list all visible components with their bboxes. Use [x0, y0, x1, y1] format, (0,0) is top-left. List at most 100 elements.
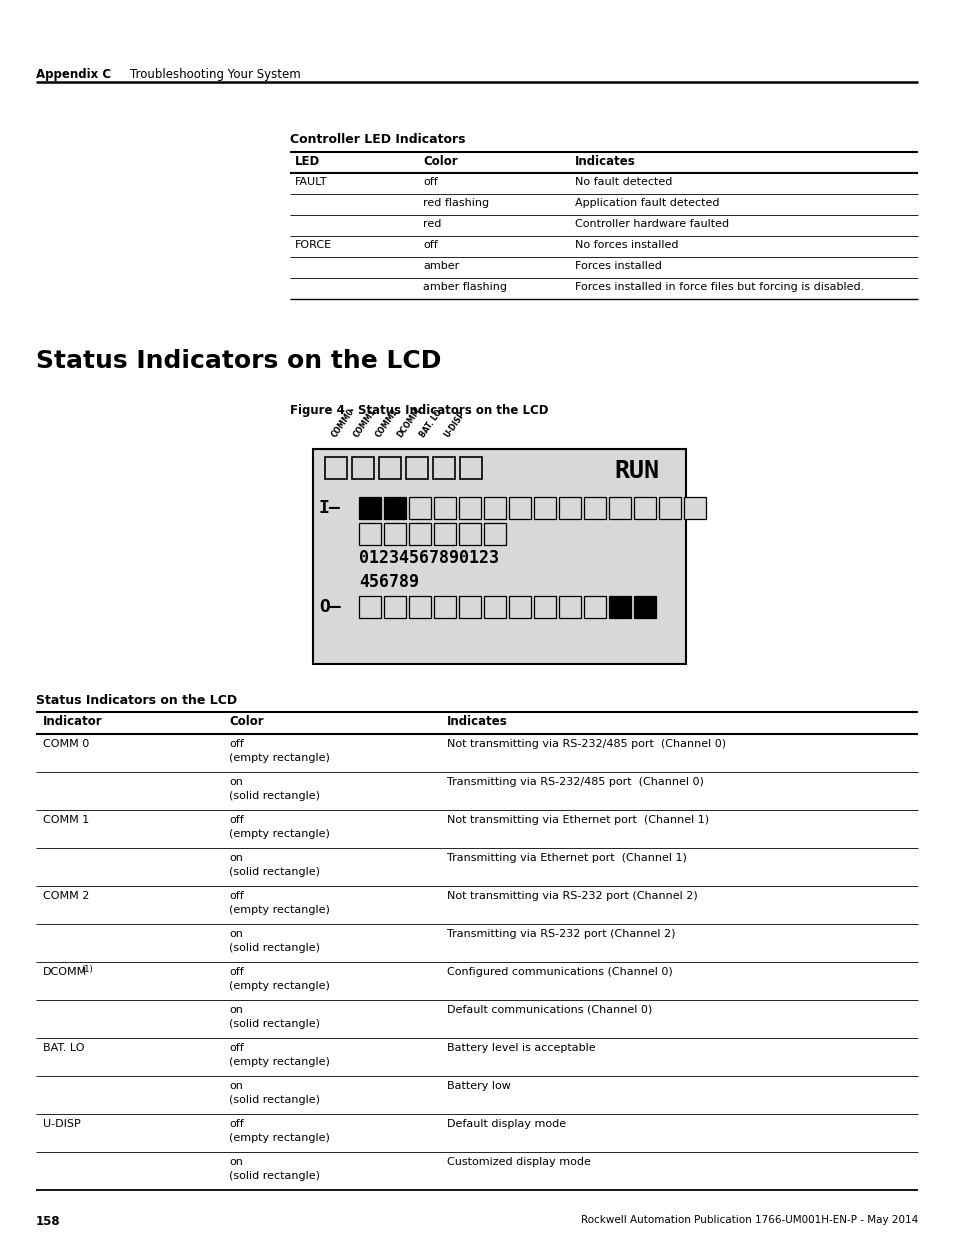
Bar: [352, 457, 374, 479]
Text: Rockwell Automation Publication 1766-UM001H-EN-P - May 2014: Rockwell Automation Publication 1766-UM0…: [580, 1215, 917, 1225]
Bar: [509, 597, 531, 618]
Text: Customized display mode: Customized display mode: [447, 1157, 590, 1167]
Text: (empty rectangle): (empty rectangle): [229, 1132, 330, 1144]
Text: Indicator: Indicator: [43, 715, 103, 727]
Bar: [358, 496, 380, 519]
Text: Default communications (Channel 0): Default communications (Channel 0): [447, 1005, 652, 1015]
Text: 01234567890123: 01234567890123: [358, 550, 498, 567]
Bar: [406, 457, 428, 479]
Text: Battery level is acceptable: Battery level is acceptable: [447, 1044, 595, 1053]
Text: Forces installed: Forces installed: [575, 261, 661, 270]
Bar: [458, 522, 480, 545]
Text: Status Indicators on the LCD: Status Indicators on the LCD: [36, 694, 237, 706]
Bar: [483, 496, 505, 519]
Text: COMM0: COMM0: [330, 406, 355, 438]
Bar: [558, 496, 580, 519]
Bar: [358, 522, 380, 545]
Bar: [358, 597, 380, 618]
Bar: [634, 597, 656, 618]
Text: U-DISP: U-DISP: [43, 1119, 81, 1129]
Text: I–: I–: [318, 499, 340, 517]
Text: U-DISP: U-DISP: [442, 410, 467, 438]
Text: Not transmitting via RS-232/485 port  (Channel 0): Not transmitting via RS-232/485 port (Ch…: [447, 739, 725, 748]
Text: DCOMM: DCOMM: [43, 967, 87, 977]
Text: 158: 158: [36, 1215, 61, 1228]
Text: (solid rectangle): (solid rectangle): [229, 1095, 319, 1105]
Text: amber flashing: amber flashing: [422, 282, 506, 291]
Text: COMM 1: COMM 1: [43, 815, 90, 825]
Text: LED: LED: [294, 156, 320, 168]
Text: off: off: [229, 739, 244, 748]
Text: No forces installed: No forces installed: [575, 240, 678, 249]
Text: BAT. LO: BAT. LO: [417, 408, 443, 438]
Text: 456789: 456789: [358, 573, 418, 592]
Text: No fault detected: No fault detected: [575, 177, 672, 186]
Text: off: off: [229, 967, 244, 977]
Text: DCOMM: DCOMM: [395, 406, 422, 438]
Bar: [313, 450, 685, 664]
Text: off: off: [229, 890, 244, 902]
Text: Forces installed in force files but forcing is disabled.: Forces installed in force files but forc…: [575, 282, 863, 291]
Bar: [583, 597, 605, 618]
Text: on: on: [229, 1081, 243, 1091]
Text: BAT. LO: BAT. LO: [43, 1044, 85, 1053]
Text: (empty rectangle): (empty rectangle): [229, 1057, 330, 1067]
Text: on: on: [229, 777, 243, 787]
Text: Application fault detected: Application fault detected: [575, 198, 719, 207]
Text: Controller hardware faulted: Controller hardware faulted: [575, 219, 728, 228]
Bar: [458, 496, 480, 519]
Bar: [583, 496, 605, 519]
Text: amber: amber: [422, 261, 458, 270]
Text: red flashing: red flashing: [422, 198, 489, 207]
Text: Figure 4 - Status Indicators on the LCD: Figure 4 - Status Indicators on the LCD: [290, 404, 548, 417]
Bar: [534, 496, 556, 519]
Text: Not transmitting via RS-232 port (Channel 2): Not transmitting via RS-232 port (Channe…: [447, 890, 697, 902]
Text: Battery low: Battery low: [447, 1081, 511, 1091]
Bar: [409, 522, 431, 545]
Bar: [608, 597, 630, 618]
Text: on: on: [229, 929, 243, 939]
Bar: [409, 597, 431, 618]
Bar: [325, 457, 347, 479]
Bar: [608, 496, 630, 519]
Text: FAULT: FAULT: [294, 177, 327, 186]
Text: Color: Color: [422, 156, 457, 168]
Text: on: on: [229, 1005, 243, 1015]
Text: Transmitting via Ethernet port  (Channel 1): Transmitting via Ethernet port (Channel …: [447, 853, 686, 863]
Text: Transmitting via RS-232 port (Channel 2): Transmitting via RS-232 port (Channel 2): [447, 929, 675, 939]
Bar: [483, 522, 505, 545]
Text: Controller LED Indicators: Controller LED Indicators: [290, 133, 465, 146]
Text: O–: O–: [318, 598, 340, 616]
Text: (solid rectangle): (solid rectangle): [229, 867, 319, 877]
Bar: [434, 597, 456, 618]
Bar: [378, 457, 400, 479]
Text: (empty rectangle): (empty rectangle): [229, 829, 330, 839]
Bar: [434, 496, 456, 519]
Text: (1): (1): [81, 965, 92, 974]
Text: (solid rectangle): (solid rectangle): [229, 1019, 319, 1029]
Text: COMM 0: COMM 0: [43, 739, 90, 748]
Text: off: off: [229, 1044, 244, 1053]
Bar: [433, 457, 455, 479]
Text: (solid rectangle): (solid rectangle): [229, 790, 319, 802]
Bar: [458, 597, 480, 618]
Text: Color: Color: [229, 715, 263, 727]
Text: (solid rectangle): (solid rectangle): [229, 944, 319, 953]
Bar: [409, 496, 431, 519]
Text: RUN: RUN: [614, 459, 659, 483]
Text: on: on: [229, 853, 243, 863]
Bar: [384, 597, 406, 618]
Text: on: on: [229, 1157, 243, 1167]
Text: Status Indicators on the LCD: Status Indicators on the LCD: [36, 350, 441, 373]
Bar: [634, 496, 656, 519]
Text: COMM 2: COMM 2: [43, 890, 90, 902]
Text: (empty rectangle): (empty rectangle): [229, 753, 330, 763]
Bar: [683, 496, 705, 519]
Text: Indicates: Indicates: [447, 715, 507, 727]
Text: COMM1: COMM1: [352, 406, 377, 438]
Text: Default display mode: Default display mode: [447, 1119, 565, 1129]
Bar: [659, 496, 680, 519]
Bar: [459, 457, 481, 479]
Text: (solid rectangle): (solid rectangle): [229, 1171, 319, 1181]
Text: COMM2: COMM2: [374, 406, 400, 438]
